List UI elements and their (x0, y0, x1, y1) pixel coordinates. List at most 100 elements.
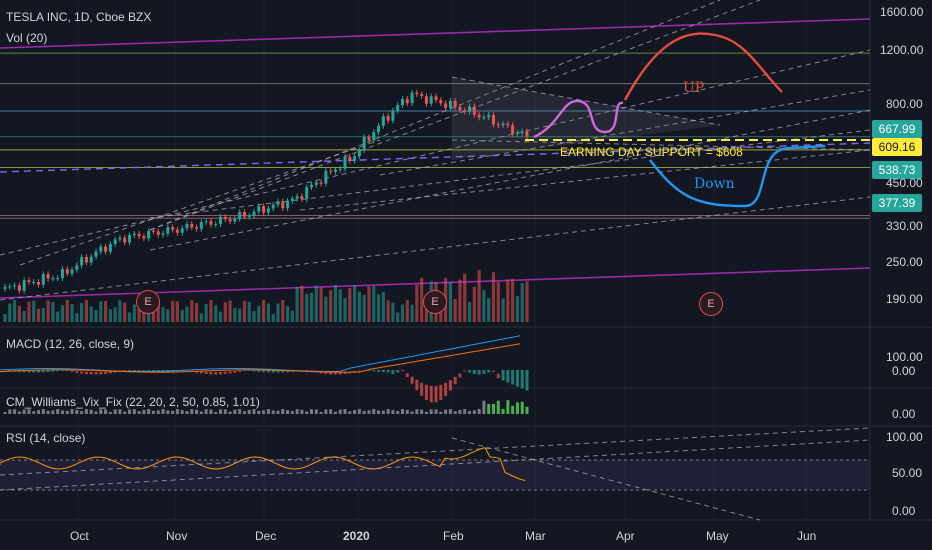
vix-bar (118, 409, 122, 414)
volume-bar (242, 300, 247, 322)
macd-histogram-bar (8, 370, 12, 371)
candle-body (108, 244, 112, 252)
candle-body (199, 222, 203, 229)
volume-bar (36, 308, 41, 322)
vix-bar (353, 409, 357, 414)
volume-bar (118, 300, 122, 322)
trend-line (0, 49, 871, 256)
volume-bar (290, 310, 294, 322)
vix-bar (367, 410, 371, 414)
candle-body (400, 98, 404, 106)
macd-histogram-bar (108, 371, 112, 374)
macd-histogram-bar (472, 370, 476, 374)
vix-bar (357, 409, 361, 414)
volume-bar (32, 300, 36, 322)
candle-body (180, 228, 184, 233)
macd-histogram-bar (439, 384, 443, 401)
volume-bar (376, 294, 381, 322)
earnings-marker[interactable]: E (136, 290, 160, 314)
vix-bar (175, 409, 179, 414)
volume-bar (496, 281, 500, 322)
macd-histogram-bar (520, 370, 524, 389)
candle-body (228, 219, 232, 222)
volume-bar (453, 299, 457, 322)
vix-bar (84, 409, 88, 414)
volume-bar (487, 297, 491, 322)
macd-histogram-bar (89, 371, 93, 375)
volume-bar (511, 278, 515, 322)
volume-bar (309, 292, 314, 322)
candle-body (204, 221, 208, 223)
vix-bar (195, 409, 199, 414)
vix-bar (290, 411, 294, 414)
volume-bar (12, 300, 17, 322)
candle-body (405, 98, 409, 104)
volume-bar (352, 285, 357, 322)
y-tick-label: 1200.00 (880, 43, 924, 57)
macd-histogram-bar (420, 382, 424, 396)
volume-bar (506, 279, 510, 322)
candle-body (262, 206, 266, 213)
candle-body (51, 278, 55, 280)
volume-bar (123, 302, 127, 322)
candle-body (506, 123, 510, 126)
volume-bar (482, 290, 486, 322)
volume-label: Vol (20) (6, 31, 48, 45)
y-tick-label: 0.00 (892, 504, 916, 518)
candle-body (223, 216, 227, 220)
symbol-title: TESLA INC, 1D, Cboe BZX (6, 10, 152, 24)
candle-body (434, 96, 438, 101)
x-tick-label: Apr (616, 529, 635, 543)
candle-body (511, 125, 515, 134)
vix-bar (444, 409, 448, 414)
volume-bar (525, 281, 529, 322)
candle-body (209, 221, 213, 225)
triangle-pattern (452, 77, 720, 160)
candle-body (80, 256, 84, 266)
candle-body (219, 216, 223, 225)
vix-bar (348, 411, 352, 414)
vix-bar (400, 409, 404, 414)
candle-body (525, 131, 529, 137)
vix-bar (415, 409, 419, 414)
vix-bar (99, 409, 103, 414)
vix-bar (458, 409, 462, 414)
candle-body (343, 156, 347, 169)
vix-bar (300, 409, 304, 414)
vix-bar (506, 400, 510, 414)
macd-histogram-bar (506, 370, 510, 383)
volume-bar (472, 286, 476, 322)
rsi-trend-line (451, 437, 761, 521)
volume-bar (214, 305, 218, 322)
candle-body (491, 115, 495, 125)
vix-label: CM_Williams_Vix_Fix (22, 20, 2, 50, 0.85… (6, 395, 260, 409)
vix-bar (89, 409, 93, 414)
macd-histogram-bar (70, 370, 74, 372)
earnings-marker[interactable]: E (699, 292, 723, 316)
vix-bar (123, 411, 127, 414)
earning-support-label: EARNING DAY SUPPORT = $608 (560, 145, 743, 159)
volume-bar (329, 290, 333, 322)
candle-body (22, 280, 26, 291)
vix-bar (60, 410, 64, 414)
vix-bar (190, 409, 194, 414)
vix-bar (324, 409, 328, 414)
vix-bar (257, 410, 261, 414)
y-tick-label: 0.00 (892, 364, 916, 378)
x-tick-label: 2020 (343, 529, 370, 543)
vix-bar (132, 409, 136, 414)
macd-histogram-bar (204, 371, 208, 375)
vix-bar (238, 409, 242, 414)
macd-histogram-bar (60, 370, 64, 371)
earnings-marker[interactable]: E (423, 290, 447, 314)
candle-body (444, 103, 448, 108)
candle-body (123, 237, 127, 243)
macd-histogram-bar (228, 371, 232, 374)
candle-body (415, 92, 419, 95)
down-annotation: Down (694, 176, 735, 192)
trend-line (379, 89, 871, 176)
volume-bar (204, 304, 208, 322)
macd-histogram-bar (372, 370, 376, 372)
macd-histogram-bar (276, 370, 280, 373)
